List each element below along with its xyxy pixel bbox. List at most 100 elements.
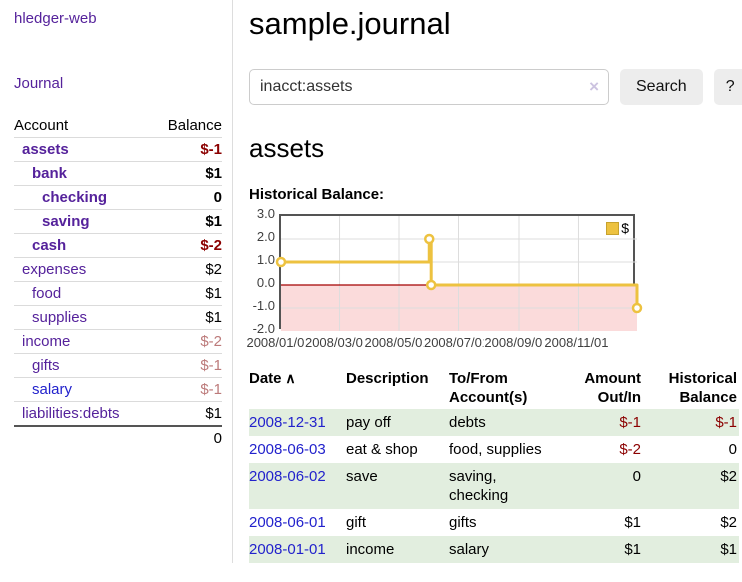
app-layout: hledger-web Journal Account Balance asse… — [0, 0, 742, 563]
account-link[interactable]: saving — [42, 213, 90, 230]
account-row: cash $-2 — [14, 233, 222, 258]
transaction-amount: $1 — [567, 536, 643, 563]
page-title: sample.journal — [249, 6, 451, 41]
register-header-historical: Historical Balance — [668, 370, 737, 406]
sort-ascending-icon[interactable]: ∧ — [281, 370, 296, 386]
transaction-amount: $-1 — [567, 409, 643, 436]
register-header-amount: Amount Out/In — [584, 370, 641, 406]
transaction-date-link[interactable]: 2008-12-31 — [249, 414, 326, 431]
account-link[interactable]: checking — [42, 189, 108, 206]
transaction-balance: $1 — [643, 536, 739, 563]
transaction-date-link[interactable]: 2008-06-01 — [249, 514, 326, 531]
transaction-accounts: saving, checking — [449, 463, 567, 509]
register-header-tofrom: To/From Account(s) — [449, 370, 528, 406]
search-button[interactable]: Search — [620, 69, 703, 105]
account-link[interactable]: expenses — [22, 261, 87, 278]
account-link[interactable]: income — [22, 333, 71, 350]
transaction-amount: 0 — [567, 463, 643, 509]
legend-swatch-icon — [606, 221, 620, 235]
chart-title: Historical Balance: — [249, 186, 385, 203]
account-heading: assets — [249, 133, 325, 163]
x-axis-tick-label: 2008/03/01 — [303, 335, 372, 350]
account-row: supplies $1 — [14, 305, 222, 330]
transaction-date-link[interactable]: 2008-01-01 — [249, 541, 326, 558]
account-row: expenses $2 — [14, 257, 222, 282]
register-header-date[interactable]: Date ∧ — [249, 370, 296, 387]
chart-legend: $ — [606, 220, 629, 236]
register-row: 2008-06-02 save saving, checking 0 $2 — [249, 463, 739, 509]
y-axis-tick-label: -1.0 — [252, 298, 275, 313]
transaction-balance: $2 — [643, 463, 739, 509]
help-button[interactable]: ? — [713, 69, 742, 105]
transaction-accounts: gifts — [449, 514, 477, 531]
account-link[interactable]: salary — [32, 381, 73, 398]
accounts-header-account: Account — [14, 114, 152, 138]
account-balance: $1 — [151, 281, 222, 306]
account-balance: $1 — [151, 401, 222, 427]
account-link[interactable]: assets — [22, 141, 69, 158]
brand-link[interactable]: hledger-web — [14, 10, 97, 27]
account-row: income $-2 — [14, 329, 222, 354]
register-header-row: Date ∧ Description To/From Account(s) Amount… — [249, 367, 739, 409]
x-axis-tick-label: 2008/01/01 — [245, 335, 313, 350]
transaction-description: save — [346, 463, 449, 509]
account-link[interactable]: cash — [32, 237, 67, 254]
account-balance: 0 — [151, 185, 222, 210]
account-link[interactable]: food — [32, 285, 62, 302]
search-bar: × Search ? — [249, 69, 742, 105]
x-axis-tick-label: 2008/09/01 — [483, 335, 551, 350]
sidebar: hledger-web Journal Account Balance asse… — [0, 0, 233, 563]
account-row: food $1 — [14, 281, 222, 306]
account-balance: $-2 — [151, 329, 222, 354]
transaction-description: gift — [346, 514, 367, 531]
accounts-total-balance: 0 — [151, 425, 222, 450]
transaction-accounts: debts — [449, 409, 567, 436]
x-axis-tick-label: 2008/07/01 — [422, 335, 491, 350]
transaction-accounts: salary — [449, 536, 567, 563]
transaction-date-link[interactable]: 2008-06-02 — [249, 468, 326, 485]
transaction-balance: 0 — [728, 441, 737, 458]
account-balance: $-1 — [151, 377, 222, 402]
account-link[interactable]: liabilities:debts — [22, 405, 120, 422]
register-table: Date ∧ Description To/From Account(s) Amount… — [249, 367, 739, 563]
y-axis-tick-label: 3.0 — [256, 206, 275, 221]
account-balance: $2 — [151, 257, 222, 282]
clear-search-icon[interactable]: × — [589, 77, 599, 96]
register-header-description: Description — [346, 370, 429, 387]
x-axis-tick-label: 2008/05/01 — [363, 335, 431, 350]
account-balance: $-1 — [151, 137, 222, 162]
y-axis-tick-label: 1.0 — [256, 252, 275, 267]
account-link[interactable]: supplies — [32, 309, 88, 326]
legend-label: $ — [621, 220, 629, 236]
accounts-header-row: Account Balance — [14, 114, 222, 138]
register-row: 2008-12-31 pay off debts $-1 $-1 — [249, 409, 739, 436]
account-link[interactable]: gifts — [32, 357, 60, 374]
transaction-amount: $-2 — [619, 441, 641, 458]
account-link[interactable]: bank — [32, 165, 68, 182]
account-row: assets $-1 — [14, 137, 222, 162]
register-row: 2008-06-01 gift gifts $1 $2 — [249, 509, 739, 536]
search-input[interactable] — [249, 69, 609, 105]
account-row: saving $1 — [14, 209, 222, 234]
account-row: bank $1 — [14, 161, 222, 186]
sidebar-item-journal[interactable]: Journal — [14, 75, 64, 92]
accounts-header-balance: Balance — [151, 114, 222, 138]
y-axis-tick-label: 2.0 — [256, 229, 275, 244]
transaction-description: eat & shop — [346, 441, 418, 458]
x-axis-tick-label: 2008/11/01 — [543, 335, 610, 350]
y-axis-tick-label: -2.0 — [252, 321, 275, 336]
account-balance: $1 — [151, 161, 222, 186]
transaction-accounts: food, supplies — [449, 441, 542, 458]
account-balance: $-2 — [151, 233, 222, 258]
historical-balance-chart: $ 3.0 2.0 1.0 0.0 -1.0 -2.0 2008/01/01 2008/03/… — [245, 206, 669, 353]
account-balance: $1 — [151, 209, 222, 234]
transaction-description: pay off — [346, 409, 449, 436]
transaction-date-link[interactable]: 2008-06-03 — [249, 441, 326, 458]
transaction-description: income — [346, 536, 449, 563]
register-row: 2008-06-03 eat & shop food, supplies $-2 0 — [249, 436, 739, 463]
account-row: liabilities:debts $1 — [14, 401, 222, 427]
accounts-total-row: 0 — [14, 425, 222, 450]
account-row: checking 0 — [14, 185, 222, 210]
account-balance: $-1 — [151, 353, 222, 378]
account-balance: $1 — [151, 305, 222, 330]
